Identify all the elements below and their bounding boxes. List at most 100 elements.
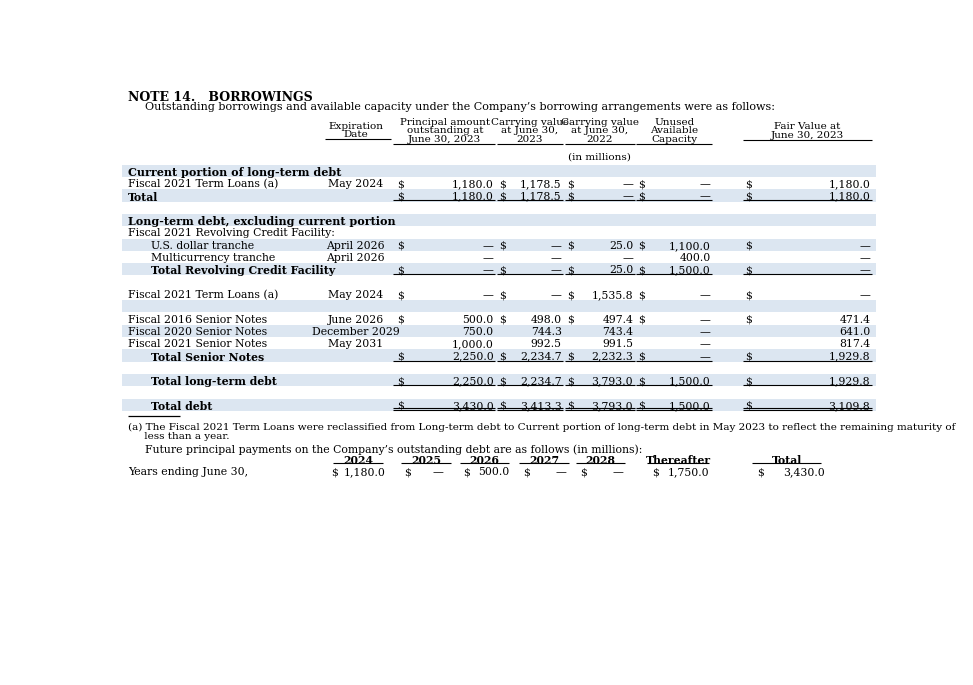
Text: —: — [623, 253, 633, 263]
Text: Multicurrency tranche: Multicurrency tranche [151, 253, 275, 263]
Text: 500.0: 500.0 [462, 314, 493, 325]
Text: —: — [859, 253, 870, 263]
Bar [122, 177, 876, 189]
Text: —: — [483, 290, 493, 300]
Text: outstanding at: outstanding at [407, 126, 483, 135]
Text: $: $ [745, 179, 752, 189]
Bar [122, 362, 876, 374]
Bar [122, 349, 876, 362]
Text: $: $ [745, 314, 752, 325]
Text: $: $ [397, 192, 404, 201]
Text: $: $ [638, 241, 645, 251]
Text: —: — [859, 266, 870, 275]
Text: $: $ [567, 241, 574, 251]
Text: (in millions): (in millions) [568, 152, 631, 161]
Text: 498.0: 498.0 [530, 314, 561, 325]
Text: 471.4: 471.4 [840, 314, 870, 325]
Text: $: $ [638, 401, 645, 411]
Text: 1,535.8: 1,535.8 [592, 290, 633, 300]
Bar [122, 263, 876, 275]
Text: 2,232.3: 2,232.3 [592, 351, 633, 362]
Bar [122, 288, 876, 300]
Text: Capacity: Capacity [651, 134, 698, 144]
Bar [122, 164, 876, 177]
Text: 991.5: 991.5 [602, 339, 633, 349]
Text: $: $ [499, 376, 506, 386]
Text: $: $ [397, 401, 404, 411]
Text: Outstanding borrowings and available capacity under the Company’s borrowing arra: Outstanding borrowings and available cap… [145, 102, 775, 112]
Text: $: $ [462, 467, 470, 477]
Text: —: — [556, 467, 566, 477]
Text: $: $ [567, 314, 574, 325]
Text: U.S. dollar tranche: U.S. dollar tranche [151, 241, 254, 251]
Text: 2024: 2024 [343, 455, 373, 466]
Text: —: — [700, 351, 710, 362]
Text: $: $ [567, 192, 574, 201]
Text: $: $ [397, 351, 404, 362]
Text: $: $ [397, 241, 404, 251]
Text: $: $ [745, 290, 752, 300]
Text: 750.0: 750.0 [462, 327, 493, 337]
Text: 1,929.8: 1,929.8 [829, 376, 870, 386]
Text: —: — [700, 179, 710, 189]
Text: $: $ [581, 467, 588, 477]
Text: $: $ [397, 314, 404, 325]
Text: 2022: 2022 [587, 134, 613, 144]
Text: Fiscal 2021 Term Loans (a): Fiscal 2021 Term Loans (a) [127, 290, 278, 301]
Text: Thereafter: Thereafter [645, 455, 710, 466]
Text: April 2026: April 2026 [326, 241, 385, 251]
Text: $: $ [499, 351, 506, 362]
Text: $: $ [397, 290, 404, 300]
Text: at June 30,: at June 30, [501, 126, 559, 135]
Text: Total debt: Total debt [151, 401, 212, 412]
Text: 1,180.0: 1,180.0 [451, 179, 493, 189]
Text: June 30, 2023: June 30, 2023 [409, 134, 482, 144]
Bar [122, 214, 876, 226]
Text: 3,430.0: 3,430.0 [451, 401, 493, 411]
Text: Fair Value at: Fair Value at [775, 122, 841, 132]
Bar [122, 251, 876, 263]
Text: Current portion of long-term debt: Current portion of long-term debt [127, 167, 342, 178]
Text: $: $ [567, 290, 574, 300]
Text: 1,178.5: 1,178.5 [521, 179, 561, 189]
Text: $: $ [745, 351, 752, 362]
Text: —: — [551, 241, 561, 251]
Text: May 2031: May 2031 [328, 339, 383, 349]
Text: $: $ [397, 179, 404, 189]
Bar [122, 337, 876, 349]
Text: Total Senior Notes: Total Senior Notes [151, 351, 265, 362]
Text: Carrying value: Carrying value [491, 118, 569, 127]
Text: 1,500.0: 1,500.0 [668, 401, 710, 411]
Text: 2026: 2026 [469, 455, 499, 466]
Text: —: — [700, 339, 710, 349]
Text: $: $ [745, 376, 752, 386]
Text: $: $ [745, 241, 752, 251]
Text: Expiration: Expiration [328, 122, 383, 132]
Text: 1,750.0: 1,750.0 [667, 467, 709, 477]
Text: $: $ [567, 179, 574, 189]
Text: —: — [551, 253, 561, 263]
Text: $: $ [405, 467, 412, 477]
Text: $: $ [567, 376, 574, 386]
Text: Carrying value: Carrying value [560, 118, 639, 127]
Text: 2,250.0: 2,250.0 [451, 351, 493, 362]
Text: —: — [483, 253, 493, 263]
Text: $: $ [638, 351, 645, 362]
Text: Unused: Unused [654, 118, 695, 127]
Text: Fiscal 2020 Senior Notes: Fiscal 2020 Senior Notes [127, 327, 267, 337]
Text: —: — [859, 290, 870, 300]
Text: 3,430.0: 3,430.0 [783, 467, 825, 477]
Text: —: — [483, 266, 493, 275]
Text: 744.3: 744.3 [531, 327, 561, 337]
Text: Long-term debt, excluding current portion: Long-term debt, excluding current portio… [127, 216, 395, 227]
Text: $: $ [397, 376, 404, 386]
Text: 2,250.0: 2,250.0 [451, 376, 493, 386]
Text: —: — [613, 467, 624, 477]
Text: 1,180.0: 1,180.0 [343, 467, 385, 477]
Bar [122, 275, 876, 288]
Text: 1,929.8: 1,929.8 [829, 351, 870, 362]
Bar [122, 238, 876, 251]
Bar [122, 226, 876, 238]
Text: 1,180.0: 1,180.0 [828, 179, 870, 189]
Text: 25.0: 25.0 [609, 241, 633, 251]
